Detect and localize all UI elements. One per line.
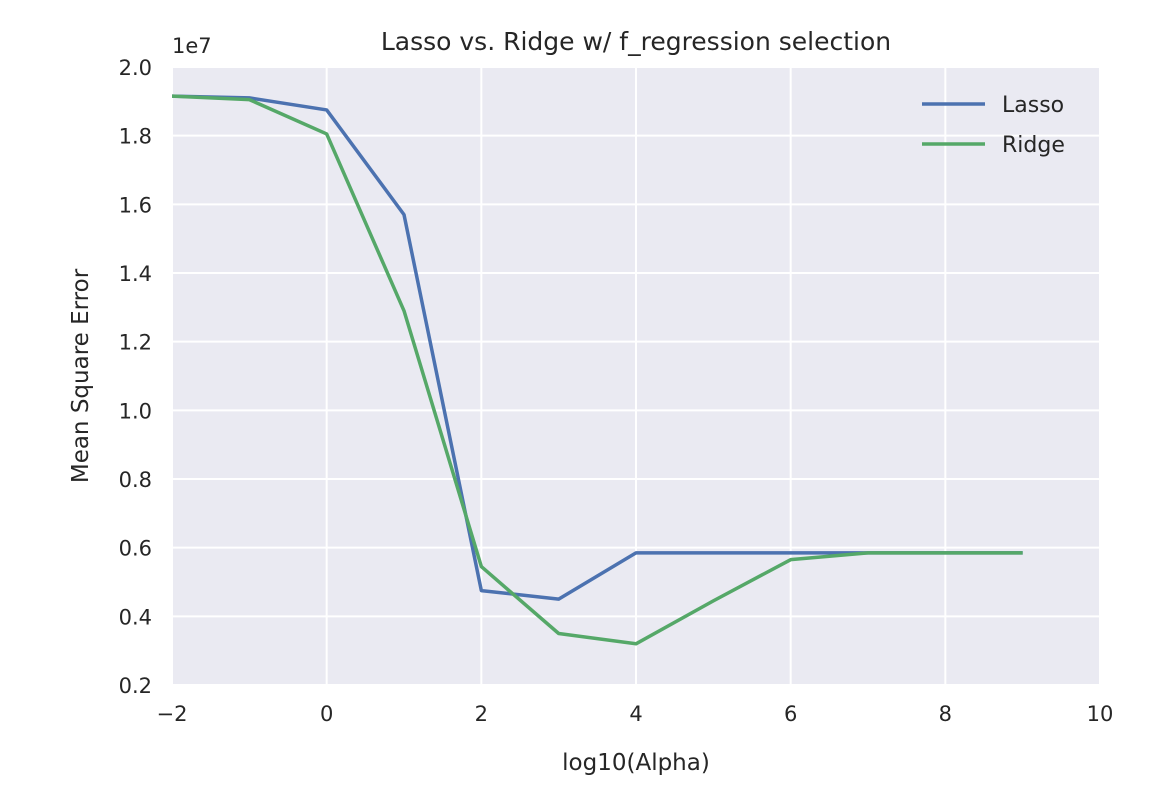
x-tick-label: 6 (784, 702, 797, 726)
x-tick-label: 0 (320, 702, 333, 726)
y-axis-offset-label: 1e7 (172, 34, 212, 58)
legend-label-lasso: Lasso (1002, 93, 1064, 118)
y-tick-label: 1.8 (119, 125, 152, 149)
x-tick-label: 10 (1087, 702, 1114, 726)
x-tick-label: 4 (629, 702, 642, 726)
y-tick-label: 1.4 (119, 262, 152, 286)
y-tick-label: 0.4 (119, 605, 152, 629)
x-tick-label: 8 (939, 702, 952, 726)
tick-labels: −2 0 2 4 6 8 10 0.2 0.4 0.6 0.8 1.0 1.2 1.4 1.6 1.8 2.0 (119, 56, 1114, 726)
y-tick-label: 2.0 (119, 56, 152, 80)
y-tick-label: 0.8 (119, 468, 152, 492)
y-tick-label: 1.0 (119, 399, 152, 423)
series-layer (172, 94, 1023, 646)
x-tick-label: 2 (475, 702, 488, 726)
y-axis-label: Mean Square Error (68, 268, 94, 483)
grid (171, 66, 1101, 686)
chart-title: Lasso vs. Ridge w/ f_regression selectio… (381, 27, 891, 56)
x-axis-label: log10(Alpha) (562, 750, 710, 776)
y-tick-label: 1.2 (119, 331, 152, 355)
x-tick-label: −2 (157, 702, 188, 726)
legend: Lasso Ridge (922, 93, 1065, 158)
y-tick-label: 1.6 (119, 193, 152, 217)
y-tick-label: 0.6 (119, 537, 152, 561)
y-tick-label: 0.2 (119, 674, 152, 698)
legend-label-ridge: Ridge (1002, 133, 1065, 158)
series-line-ridge (172, 94, 1023, 646)
